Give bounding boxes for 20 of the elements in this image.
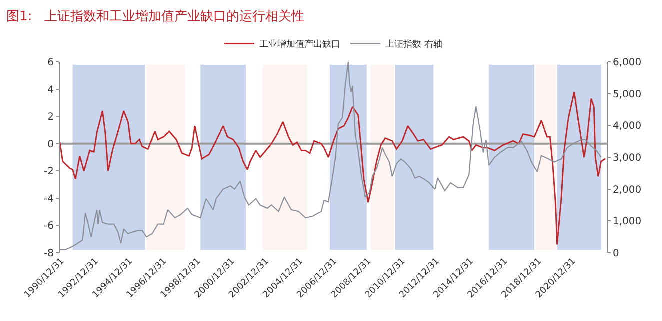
legend-label: 工业增加值产出缺口 [260, 39, 340, 50]
y-tick-label: -2 [44, 166, 54, 178]
chart-title: 图1: 上证指数和工业增加值产业缺口的运行相关性 [6, 9, 305, 24]
y-tick-label: -8 [44, 248, 54, 260]
y2-tick-label: 6,000 [613, 58, 642, 68]
y2-tick-label: 2,000 [613, 184, 642, 196]
y-tick-label: 2 [48, 112, 54, 124]
legend-label: 上证指数 右轴 [386, 39, 442, 50]
y-tick-label: 0 [48, 139, 54, 150]
y-tick-label: -6 [44, 221, 54, 232]
y2-tick-label: 5,000 [613, 89, 642, 100]
y2-tick-label: 3,000 [613, 153, 642, 164]
y-tick-label: -4 [44, 194, 54, 205]
line-series [60, 62, 602, 250]
y-tick-label: 6 [48, 58, 54, 68]
y-tick-label: 4 [48, 84, 54, 96]
y2-tick-label: 4,000 [613, 121, 642, 132]
y2-tick-label: 1,000 [613, 216, 642, 228]
y2-tick-label: 0 [613, 248, 620, 260]
line-series [60, 91, 606, 246]
